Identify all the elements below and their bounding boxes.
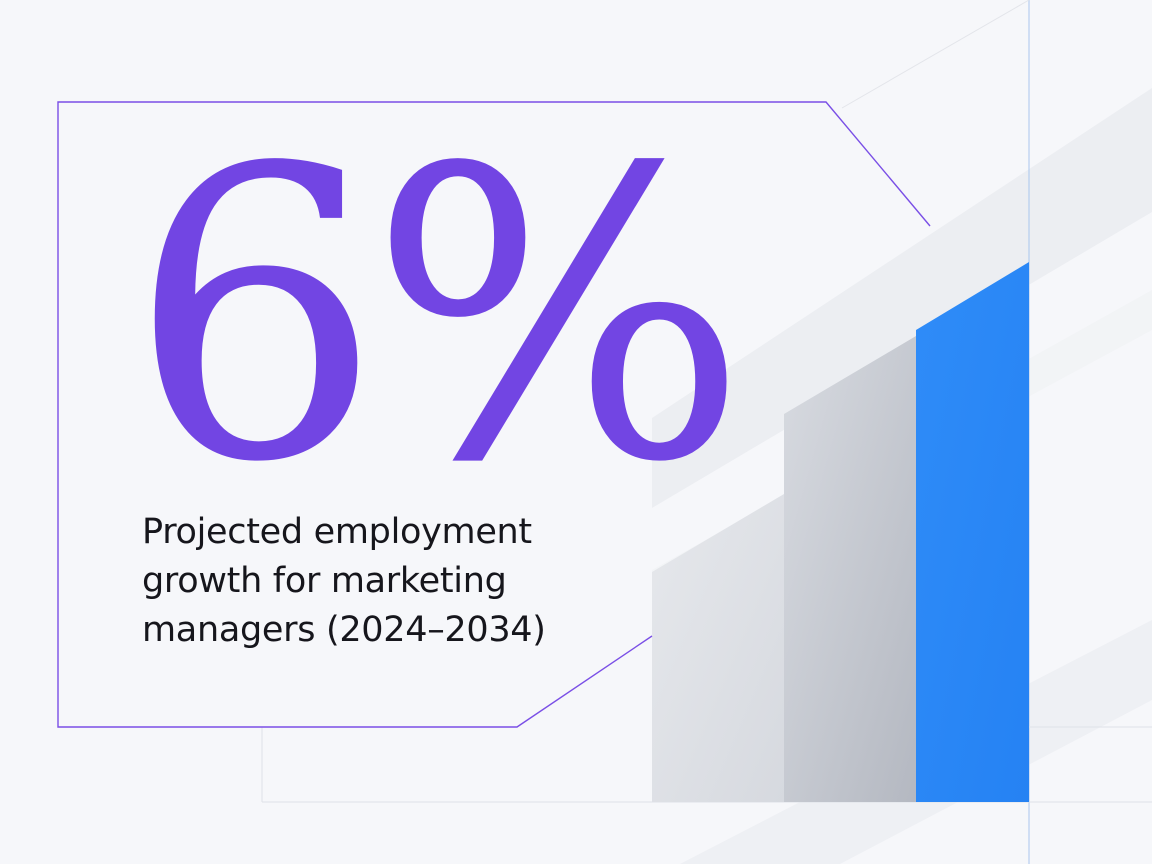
diagonal-band <box>652 88 1152 508</box>
purple-frame <box>57 101 931 728</box>
stat-caption: Projected employment growth for marketin… <box>142 512 546 650</box>
guide-line-diagonal <box>841 0 1030 109</box>
bar-gray <box>784 336 916 802</box>
stat-value: 6% <box>128 85 749 550</box>
bar-blue <box>916 262 1029 802</box>
bar-light <box>652 494 784 802</box>
